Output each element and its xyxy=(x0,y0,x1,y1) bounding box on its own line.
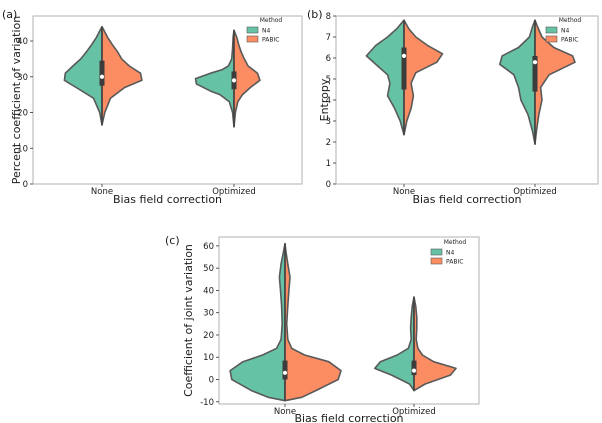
median-dot xyxy=(282,370,288,375)
y-tick-label: 30 xyxy=(17,73,28,83)
x-tick-label: Optimized xyxy=(212,187,256,197)
violin-n4 xyxy=(374,296,415,392)
x-tick-label: None xyxy=(91,187,113,197)
legend-title: Method xyxy=(444,239,467,246)
panel-label: (c) xyxy=(165,234,180,247)
y-tick-label: 6 xyxy=(326,54,331,64)
legend-swatch xyxy=(545,26,558,34)
violin-n4 xyxy=(365,19,405,136)
violin-n4 xyxy=(194,29,235,128)
median-dot xyxy=(411,368,417,373)
y-tick-label: 10 xyxy=(203,353,214,363)
iqr-box xyxy=(532,55,538,92)
x-tick-label: Optimized xyxy=(513,187,557,197)
median-dot xyxy=(401,53,407,59)
y-tick-label: 30 xyxy=(203,309,214,319)
legend-label: N4 xyxy=(446,250,454,257)
panel-label: (a) xyxy=(2,8,17,21)
legend-swatch xyxy=(246,35,259,43)
plot-frame xyxy=(32,15,303,185)
y-tick-label: 20 xyxy=(203,331,214,341)
violin-pabic xyxy=(534,19,576,145)
median-dot xyxy=(231,78,237,83)
plot-frame xyxy=(335,15,599,185)
legend-title: Method xyxy=(559,17,582,24)
violin-pabic xyxy=(284,242,342,402)
y-tick-label: -10 xyxy=(200,398,214,408)
legend-swatch xyxy=(430,248,443,256)
y-tick-label: 0 xyxy=(209,376,214,386)
y-tick-label: 20 xyxy=(17,109,28,119)
violin-n4 xyxy=(499,19,536,145)
median-dot xyxy=(99,74,105,79)
x-axis-label: Bias field correction xyxy=(294,412,403,423)
y-tick-label: 3 xyxy=(326,117,331,127)
violin-n4 xyxy=(229,242,286,402)
panel-label: (b) xyxy=(307,8,323,21)
violin-pabic xyxy=(233,29,261,128)
legend-label: PABIC xyxy=(446,259,463,266)
y-tick-label: 0 xyxy=(326,180,331,190)
y-axis-label: Coefficient of joint variation xyxy=(182,244,195,397)
legend-title: Method xyxy=(260,17,283,24)
y-tick-label: 40 xyxy=(17,37,28,47)
legend-label: PABIC xyxy=(561,37,578,44)
iqr-box xyxy=(282,360,288,380)
iqr-box xyxy=(411,360,417,376)
legend-swatch xyxy=(545,35,558,43)
y-axis-label: Entropy xyxy=(318,78,331,121)
legend-swatch xyxy=(430,257,443,265)
violin-pabic xyxy=(413,296,457,392)
violin-n4 xyxy=(63,25,103,126)
legend-label: N4 xyxy=(262,28,270,35)
x-axis-label: Bias field correction xyxy=(113,193,222,206)
iqr-box xyxy=(401,47,407,90)
y-tick-label: 8 xyxy=(326,12,331,22)
y-tick-label: 40 xyxy=(203,286,214,296)
legend-swatch xyxy=(246,26,259,34)
y-axis-label: Percent coefficient of variation xyxy=(10,16,23,184)
legend-label: N4 xyxy=(561,28,569,35)
y-tick-label: 50 xyxy=(203,264,214,274)
y-tick-label: 7 xyxy=(326,33,331,43)
violin-pabic xyxy=(403,19,444,136)
x-tick-label: None xyxy=(274,407,296,417)
plot-frame xyxy=(218,236,480,405)
y-tick-label: 2 xyxy=(326,138,331,148)
y-tick-label: 0 xyxy=(23,180,28,190)
x-tick-label: None xyxy=(393,187,415,197)
x-tick-label: Optimized xyxy=(392,407,436,417)
legend-label: PABIC xyxy=(262,37,279,44)
y-tick-label: 4 xyxy=(326,96,331,106)
x-axis-label: Bias field correction xyxy=(412,193,521,206)
y-tick-label: 1 xyxy=(326,159,331,169)
y-tick-label: 10 xyxy=(17,144,28,154)
y-tick-label: 60 xyxy=(203,242,214,252)
iqr-box xyxy=(99,60,105,86)
violin-pabic xyxy=(101,25,143,126)
y-tick-label: 5 xyxy=(326,75,331,85)
median-dot xyxy=(532,60,538,65)
